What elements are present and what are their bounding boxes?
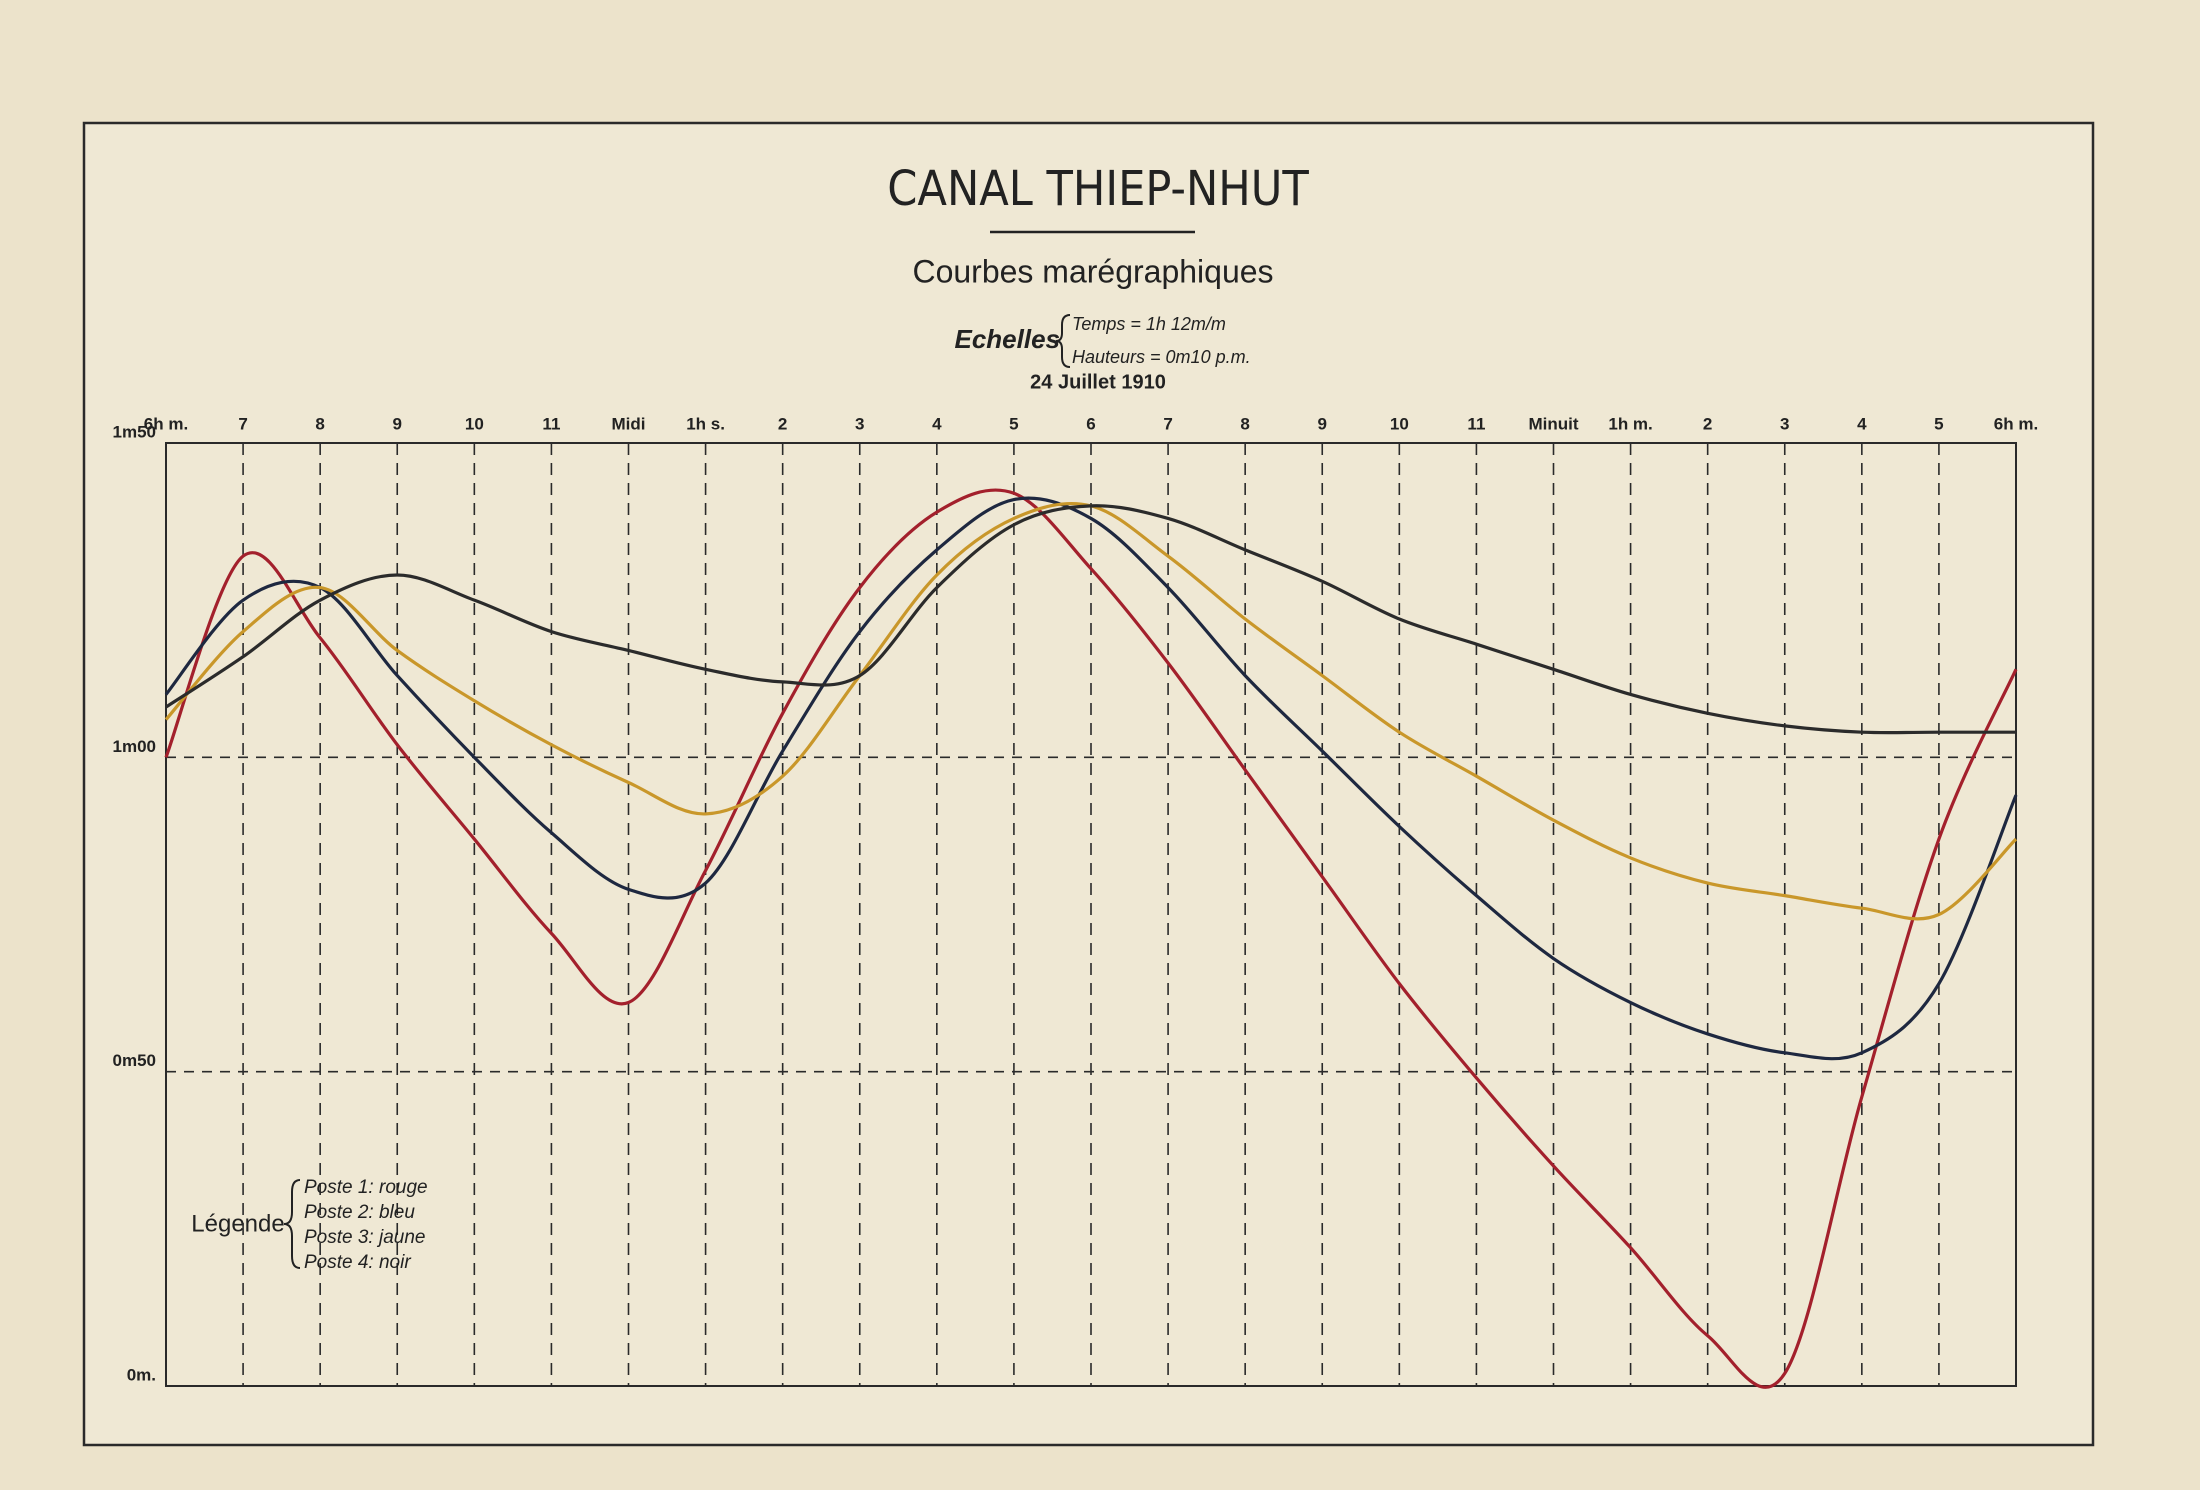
legend-brace bbox=[283, 1179, 301, 1269]
x-tick-label: 11 bbox=[542, 414, 560, 433]
x-tick-label: 8 bbox=[315, 414, 324, 433]
x-tick-label: 5 bbox=[1009, 414, 1018, 433]
chart-subtitle: Courbes marégraphiques bbox=[912, 253, 1273, 289]
x-tick-label: 4 bbox=[1857, 414, 1867, 433]
x-tick-label: 10 bbox=[1390, 414, 1409, 433]
chart-title: CANAL THIEP-NHUT bbox=[887, 161, 1309, 217]
series-line bbox=[164, 496, 2018, 1061]
x-tick-label: 10 bbox=[465, 414, 484, 433]
legend: Poste 1: rouge Poste 2: bleu Poste 3: jaun… bbox=[304, 1177, 428, 1273]
x-tick-label: 8 bbox=[1240, 414, 1249, 433]
x-tick-label: 9 bbox=[393, 414, 402, 433]
scale-time: Temps = 1h 12m/m bbox=[1072, 314, 1226, 334]
x-tick-label: 6h m. bbox=[144, 414, 188, 433]
x-tick-label: Midi bbox=[612, 414, 646, 433]
x-tick-label: 4 bbox=[932, 414, 942, 433]
x-tick-label: 2 bbox=[1703, 414, 1712, 433]
series-line bbox=[165, 504, 2016, 735]
legend-entry: Poste 2: bleu bbox=[304, 1202, 415, 1223]
legend-entry: Poste 1: rouge bbox=[304, 1177, 428, 1198]
y-tick-label: 0m. bbox=[127, 1365, 156, 1384]
y-tick-label: 0m50 bbox=[113, 1051, 156, 1070]
x-tick-label: 6h m. bbox=[1994, 414, 2038, 433]
scale-label: Echelles bbox=[954, 324, 1060, 354]
x-tick-label: 5 bbox=[1934, 414, 1943, 433]
x-tick-label: 3 bbox=[855, 414, 864, 433]
x-tick-label: 3 bbox=[1780, 414, 1789, 433]
legend-title: Légende bbox=[191, 1210, 284, 1237]
x-tick-label: 9 bbox=[1318, 414, 1327, 433]
y-tick-label: 1m50 bbox=[113, 422, 156, 441]
legend-entry: Poste 3: jaune bbox=[304, 1227, 425, 1248]
x-tick-label: 1h s. bbox=[686, 414, 725, 433]
x-tick-label: 7 bbox=[1163, 414, 1172, 433]
y-tick-label: 1m00 bbox=[113, 737, 156, 756]
plot-area bbox=[165, 442, 2017, 1387]
series-line bbox=[164, 488, 2018, 1389]
series-line bbox=[164, 502, 2018, 921]
frame bbox=[82, 121, 2095, 1447]
chart-date: 24 Juillet 1910 bbox=[1030, 371, 1166, 393]
x-tick-label: 1h m. bbox=[1608, 414, 1652, 433]
legend-entry: Poste 4: noir bbox=[304, 1252, 411, 1273]
x-tick-label: 2 bbox=[778, 414, 787, 433]
x-tick-label: 7 bbox=[238, 414, 247, 433]
scale-height: Hauteurs = 0m10 p.m. bbox=[1072, 347, 1251, 367]
x-tick-label: Minuit bbox=[1528, 414, 1578, 433]
scale-brace bbox=[1055, 314, 1071, 368]
x-tick-label: 11 bbox=[1467, 414, 1485, 433]
x-tick-label: 6 bbox=[1086, 414, 1095, 433]
